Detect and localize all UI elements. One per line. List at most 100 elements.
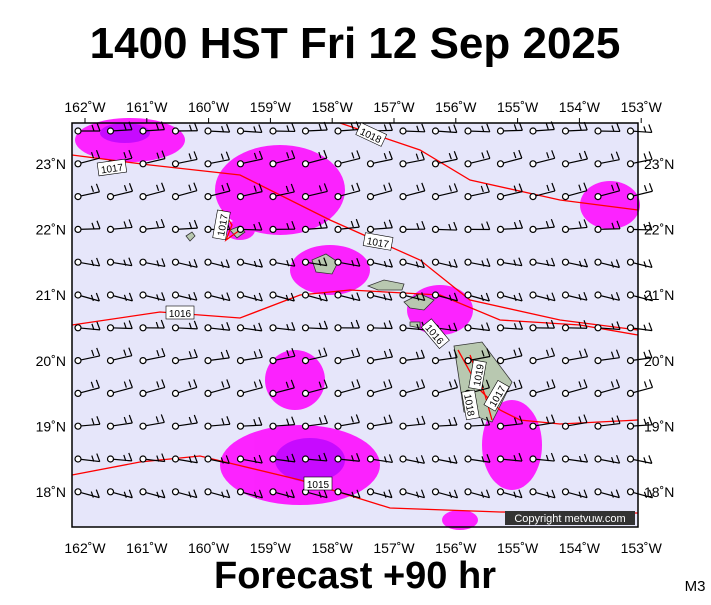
- station: [140, 128, 146, 134]
- station: [335, 489, 341, 495]
- barb-feather: [649, 323, 652, 331]
- station: [498, 259, 504, 265]
- station: [368, 390, 374, 396]
- lon-label-bottom: 158˚W: [312, 540, 354, 556]
- station: [238, 161, 244, 167]
- station: [498, 489, 504, 495]
- station: [108, 259, 114, 265]
- station: [270, 259, 276, 265]
- station: [530, 325, 536, 331]
- station: [368, 423, 374, 429]
- station: [595, 423, 601, 429]
- station: [433, 292, 439, 298]
- station: [75, 390, 81, 396]
- station: [140, 259, 146, 265]
- lon-label-top: 159˚W: [250, 99, 292, 115]
- isobar-label: 1016: [169, 309, 192, 320]
- station: [433, 456, 439, 462]
- station: [595, 194, 601, 200]
- station: [530, 489, 536, 495]
- station: [140, 390, 146, 396]
- lat-label-right: 21˚N: [644, 287, 674, 303]
- station: [433, 128, 439, 134]
- station: [173, 194, 179, 200]
- station: [335, 259, 341, 265]
- lon-label-top: 155˚W: [497, 99, 539, 115]
- station: [75, 456, 81, 462]
- station: [433, 358, 439, 364]
- station: [140, 292, 146, 298]
- lon-label-top: 156˚W: [435, 99, 477, 115]
- station: [108, 489, 114, 495]
- station: [303, 390, 309, 396]
- station: [628, 325, 634, 331]
- station: [205, 423, 211, 429]
- station: [595, 259, 601, 265]
- station: [303, 259, 309, 265]
- lon-label-top: 154˚W: [559, 99, 601, 115]
- station: [335, 194, 341, 200]
- station: [563, 292, 569, 298]
- station: [465, 325, 471, 331]
- station: [563, 259, 569, 265]
- station: [563, 325, 569, 331]
- station: [173, 390, 179, 396]
- station: [108, 194, 114, 200]
- station: [270, 161, 276, 167]
- lat-label-left: 18˚N: [36, 484, 66, 500]
- station: [368, 489, 374, 495]
- station: [400, 292, 406, 298]
- station: [270, 194, 276, 200]
- station: [433, 489, 439, 495]
- station: [173, 456, 179, 462]
- station: [173, 423, 179, 429]
- station: [205, 358, 211, 364]
- station: [465, 489, 471, 495]
- station: [628, 390, 634, 396]
- station: [628, 161, 634, 167]
- lat-label-left: 20˚N: [36, 353, 66, 369]
- station: [270, 358, 276, 364]
- forecast-label: Forecast +90 hr: [214, 555, 496, 597]
- station: [433, 259, 439, 265]
- station: [465, 456, 471, 462]
- station: [205, 390, 211, 396]
- station: [140, 423, 146, 429]
- station: [400, 456, 406, 462]
- station: [335, 226, 341, 232]
- lon-label-top: 161˚W: [126, 99, 168, 115]
- station: [628, 456, 634, 462]
- lon-label-bottom: 162˚W: [64, 540, 106, 556]
- station: [108, 292, 114, 298]
- station: [368, 161, 374, 167]
- station: [368, 292, 374, 298]
- lon-label-bottom: 161˚W: [126, 540, 168, 556]
- map-code: M3: [685, 578, 706, 595]
- station: [563, 358, 569, 364]
- station: [628, 128, 634, 134]
- station: [75, 194, 81, 200]
- station: [595, 489, 601, 495]
- lon-label-bottom: 160˚W: [188, 540, 230, 556]
- lon-label-bottom: 156˚W: [435, 540, 477, 556]
- station: [628, 292, 634, 298]
- station: [238, 358, 244, 364]
- lon-label-bottom: 157˚W: [373, 540, 415, 556]
- title: 1400 HST Fri 12 Sep 2025: [90, 19, 621, 68]
- station: [595, 456, 601, 462]
- station: [238, 423, 244, 429]
- station: [498, 358, 504, 364]
- lat-label-right: 20˚N: [644, 353, 674, 369]
- station: [563, 423, 569, 429]
- station: [465, 259, 471, 265]
- lon-label-top: 158˚W: [312, 99, 354, 115]
- station: [75, 161, 81, 167]
- station: [140, 194, 146, 200]
- station: [498, 292, 504, 298]
- station: [400, 423, 406, 429]
- station: [433, 423, 439, 429]
- station: [628, 358, 634, 364]
- station: [108, 390, 114, 396]
- station: [238, 489, 244, 495]
- station: [335, 128, 341, 134]
